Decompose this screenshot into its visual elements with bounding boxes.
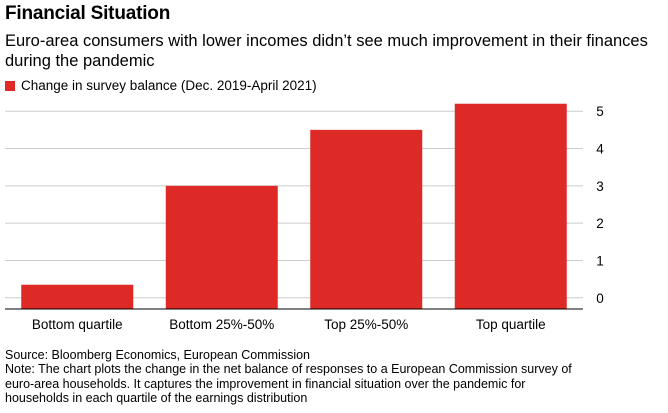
bar-2 (310, 129, 423, 309)
y-tick-label: 5 (596, 104, 604, 119)
bar-3 (454, 103, 567, 309)
x-tick-labels: Bottom quartile Bottom 25%-50% Top 25%-50%… (32, 317, 546, 332)
x-tick-label: Top quartile (476, 317, 546, 332)
y-tick-labels: 0 1 2 3 4 5 (596, 104, 604, 306)
y-tick-label: 0 (596, 291, 604, 306)
legend-swatch (5, 80, 15, 91)
note-line-1: Note: The chart plots the change in the … (5, 362, 572, 377)
x-tick-label: Bottom quartile (32, 317, 123, 332)
y-tick-label: 1 (596, 253, 604, 268)
note-line-3: households in each quartile of the earni… (5, 390, 308, 405)
footer: Source: Bloomberg Economics, European Co… (5, 348, 665, 405)
x-tick-label: Top 25%-50% (324, 317, 408, 332)
x-tick-label: Bottom 25%-50% (169, 317, 274, 332)
y-tick-label: 2 (596, 216, 604, 231)
bar-0 (21, 284, 134, 309)
chart-title: Financial Situation (5, 3, 171, 24)
bar-1 (165, 185, 278, 309)
legend-label: Change in survey balance (Dec. 2019-Apri… (21, 78, 317, 93)
chart-subtitle: Euro-area consumers with lower incomes d… (5, 32, 648, 70)
bar-chart: 0 1 2 3 4 5 Bottom quartile Bottom 25%-50% Top … (5, 103, 604, 332)
bars (21, 103, 567, 309)
note-line-2: euro-area households. It captures the im… (5, 376, 526, 391)
legend: Change in survey balance (Dec. 2019-Apri… (5, 78, 317, 93)
source-note: Source: Bloomberg Economics, European Co… (5, 348, 310, 362)
y-tick-label: 4 (596, 142, 604, 157)
y-tick-label: 3 (596, 179, 604, 194)
